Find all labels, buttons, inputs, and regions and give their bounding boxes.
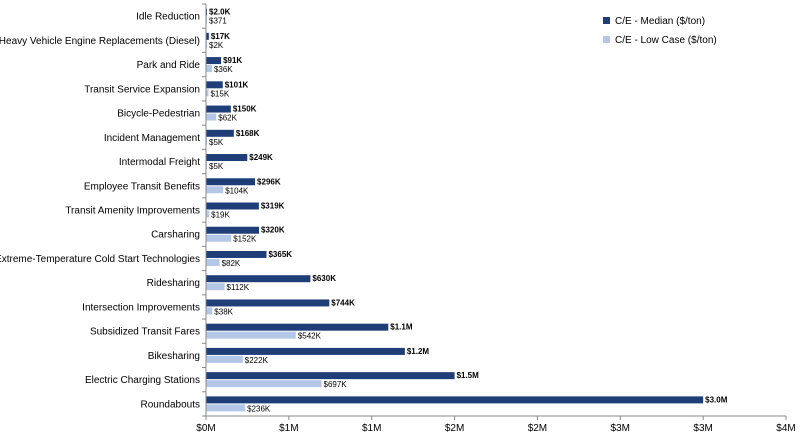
bar-low-roundabouts [206, 404, 246, 412]
data-label-median-ridesharing: $630K [312, 274, 336, 283]
category-label-intermodal-freight: Intermodal Freight [119, 157, 200, 168]
bar-median-bikesharing [206, 347, 405, 355]
bar-low-employee-transit-benefits [206, 186, 224, 194]
data-label-low-incident-management: $5K [209, 138, 224, 147]
x-tick-label-7: $4M [776, 423, 795, 434]
bar-median-intermodal-freight [206, 154, 248, 162]
axes-layer: $0M $1M $1M $2M $2M $3M $3M $4M [196, 3, 796, 434]
bars-layer [206, 8, 704, 412]
legend-swatch-low-case [603, 36, 610, 43]
bar-low-transit-service-expansion [206, 89, 209, 97]
category-label-incident-management: Incident Management [104, 133, 200, 144]
bar-median-ridesharing [206, 275, 311, 283]
data-label-median-subsidized-transit-fares: $1.1M [390, 323, 413, 332]
legend-label-low-case: C/E - Low Case ($/ton) [615, 35, 717, 46]
data-label-median-idle-reduction: $2.0K [209, 8, 231, 17]
bar-low-carsharing [206, 234, 232, 242]
data-label-median-intermodal-freight: $249K [249, 153, 273, 162]
data-label-median-electric-charging-stations: $1.5M [457, 371, 480, 380]
x-tick-label-0: $0M [196, 423, 215, 434]
legend-label-median: C/E - Median ($/ton) [615, 16, 705, 27]
bar-median-bicycle-pedestrian [206, 105, 231, 113]
data-label-low-park-and-ride: $36K [214, 65, 233, 74]
data-label-low-electric-charging-stations: $697K [324, 380, 348, 389]
data-label-low-intermodal-freight: $5K [209, 162, 224, 171]
category-label-transit-service-expansion: Transit Service Expansion [84, 84, 200, 95]
bar-median-park-and-ride [206, 57, 222, 65]
data-label-low-bikesharing: $222K [245, 356, 269, 365]
category-label-bikesharing: Bikesharing [148, 351, 200, 362]
x-tick-label-1: $1M [279, 423, 298, 434]
bar-low-bikesharing [206, 355, 243, 363]
data-label-low-transit-amenity-improvements: $19K [211, 211, 230, 220]
bar-low-park-and-ride [206, 65, 212, 73]
category-label-idle-reduction: Idle Reduction [136, 12, 200, 23]
data-label-low-bicycle-pedestrian: $62K [218, 114, 237, 123]
labels-layer: Idle Reduction $2.0K$371 Heavy Vehicle Eng… [0, 8, 728, 414]
data-label-median-transit-service-expansion: $101K [225, 80, 249, 89]
bar-median-subsidized-transit-fares [206, 323, 389, 331]
data-label-low-carsharing: $152K [233, 235, 257, 244]
bar-median-intersection-improvements [206, 299, 330, 307]
category-label-park-and-ride: Park and Ride [137, 60, 201, 71]
data-label-median-employee-transit-benefits: $296K [257, 177, 281, 186]
bar-median-incident-management [206, 129, 234, 137]
category-label-subsidized-transit-fares: Subsidized Transit Fares [90, 327, 200, 338]
bar-low-electric-charging-stations [206, 380, 322, 388]
category-label-employee-transit-benefits: Employee Transit Benefits [84, 181, 200, 192]
category-label-transit-amenity-improvements: Transit Amenity Improvements [65, 206, 200, 217]
data-label-low-ridesharing: $112K [227, 283, 250, 292]
bar-low-extreme-temperature-cold-start-technologies [206, 258, 220, 266]
data-label-median-extreme-temperature-cold-start-technologies: $365K [268, 250, 292, 259]
x-tick-label-6: $3M [693, 423, 712, 434]
bar-median-carsharing [206, 226, 260, 234]
category-label-heavy-vehicle-engine-replacements-diesel: Heavy Vehicle Engine Replacements (Diese… [0, 36, 200, 47]
category-label-carsharing: Carsharing [151, 230, 200, 241]
data-label-median-bicycle-pedestrian: $150K [233, 105, 257, 114]
legend: C/E - Median ($/ton) C/E - Low Case ($/to… [603, 16, 717, 46]
data-label-median-heavy-vehicle-engine-replacements-diesel: $17K [211, 32, 230, 41]
data-label-low-employee-transit-benefits: $104K [225, 186, 249, 195]
bar-median-heavy-vehicle-engine-replacements-diesel [206, 32, 209, 40]
x-tick-label-3: $2M [445, 423, 464, 434]
data-label-median-intersection-improvements: $744K [331, 298, 355, 307]
category-label-intersection-improvements: Intersection Improvements [82, 302, 200, 313]
category-label-electric-charging-stations: Electric Charging Stations [85, 375, 200, 386]
bar-median-roundabouts [206, 396, 704, 404]
legend-swatch-median [603, 17, 610, 24]
data-label-median-bikesharing: $1.2M [407, 347, 430, 356]
data-label-median-park-and-ride: $91K [223, 56, 242, 65]
data-label-median-carsharing: $320K [261, 226, 285, 235]
data-label-low-idle-reduction: $371 [209, 17, 227, 26]
data-label-low-subsidized-transit-fares: $542K [298, 332, 322, 341]
bar-median-extreme-temperature-cold-start-technologies [206, 250, 267, 258]
data-label-low-extreme-temperature-cold-start-technologies: $82K [222, 259, 241, 268]
category-label-roundabouts: Roundabouts [141, 399, 201, 410]
data-label-median-transit-amenity-improvements: $319K [261, 202, 285, 211]
data-label-median-roundabouts: $3.0M [705, 395, 728, 404]
bar-low-transit-amenity-improvements [206, 210, 210, 218]
data-label-low-transit-service-expansion: $15K [210, 89, 229, 98]
data-label-low-heavy-vehicle-engine-replacements-diesel: $2K [209, 41, 224, 50]
x-tick-label-4: $2M [528, 423, 547, 434]
bar-median-electric-charging-stations [206, 372, 455, 380]
x-tick-label-2: $1M [362, 423, 381, 434]
category-label-extreme-temperature-cold-start-technologies: Extreme-Temperature Cold Start Technolog… [0, 254, 200, 265]
bar-low-ridesharing [206, 283, 225, 291]
x-tick-label-5: $3M [611, 423, 630, 434]
bar-low-intersection-improvements [206, 307, 213, 315]
bar-low-bicycle-pedestrian [206, 113, 217, 121]
bar-median-employee-transit-benefits [206, 178, 256, 186]
bar-median-transit-service-expansion [206, 81, 223, 89]
bar-median-transit-amenity-improvements [206, 202, 259, 210]
category-label-bicycle-pedestrian: Bicycle-Pedestrian [117, 109, 200, 120]
data-label-low-intersection-improvements: $38K [214, 307, 233, 316]
data-label-low-roundabouts: $236K [247, 404, 271, 413]
bar-low-subsidized-transit-fares [206, 331, 296, 339]
category-label-ridesharing: Ridesharing [147, 278, 200, 289]
data-label-median-incident-management: $168K [236, 129, 260, 138]
